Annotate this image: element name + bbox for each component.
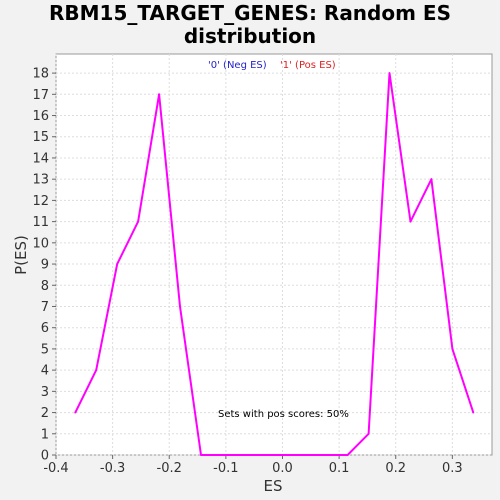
- legend: '0' (Neg ES) '1' (Pos ES): [208, 60, 336, 71]
- y-tick-label: 10: [32, 236, 49, 251]
- y-tick-label: 7: [41, 300, 49, 315]
- x-tick-label: -0.2: [157, 461, 182, 476]
- plot-background: [55, 53, 493, 456]
- x-tick-label: -0.1: [213, 461, 238, 476]
- es-data-point: [116, 263, 119, 265]
- es-data-point: [388, 72, 391, 74]
- y-tick-label: 17: [32, 88, 49, 103]
- x-tick-label: 0.1: [329, 461, 350, 476]
- chart-title: RBM15_TARGET_GENES: Random ES distributi…: [49, 1, 451, 48]
- es-distribution-line: [74, 72, 475, 456]
- es-data-point: [200, 454, 202, 456]
- x-axis-title: ES: [264, 477, 283, 495]
- es-data-point: [74, 411, 77, 414]
- y-tick-label: 2: [41, 406, 49, 421]
- y-tick-label: 13: [32, 173, 49, 188]
- es-data-point: [137, 220, 140, 223]
- es-data-point: [95, 369, 98, 372]
- es-data-point: [472, 411, 475, 414]
- series-group: [74, 72, 475, 456]
- es-data-point: [367, 432, 370, 435]
- es-data-point: [409, 220, 412, 223]
- y-tick-label: 6: [41, 321, 49, 336]
- x-tick-label: -0.3: [100, 461, 125, 476]
- es-data-point: [451, 348, 454, 350]
- y-tick-label: 8: [41, 279, 49, 294]
- y-tick-label: 18: [32, 67, 49, 82]
- es-data-point: [179, 305, 181, 308]
- y-tick-label: 16: [32, 109, 49, 124]
- x-tick-label: 0.2: [385, 461, 406, 476]
- pos-score-annotation: Sets with pos scores: 50%: [218, 409, 349, 420]
- grid-lines: [55, 54, 492, 456]
- y-tick-label: 11: [32, 215, 49, 230]
- es-data-point: [430, 178, 433, 181]
- y-tick-label: 12: [32, 194, 49, 209]
- x-tick-label: 0.3: [442, 461, 463, 476]
- y-tick-label: 9: [41, 258, 49, 273]
- y-tick-label: 0: [41, 449, 49, 464]
- y-tick-label: 15: [32, 130, 49, 145]
- y-tick-label: 1: [41, 427, 49, 442]
- es-data-point: [158, 93, 160, 96]
- legend-neg-es: '0' (Neg ES): [208, 60, 267, 71]
- y-tick-label: 3: [41, 385, 49, 400]
- y-tick-label: 14: [32, 151, 49, 166]
- y-axis-title: P(ES): [12, 235, 30, 275]
- x-tick-label: -0.4: [43, 461, 68, 476]
- y-tick-label: 5: [41, 342, 49, 357]
- legend-pos-es: '1' (Pos ES): [280, 60, 336, 71]
- x-tick-label: 0.0: [272, 461, 293, 476]
- y-tick-label: 4: [41, 364, 49, 379]
- es-data-point: [346, 454, 349, 456]
